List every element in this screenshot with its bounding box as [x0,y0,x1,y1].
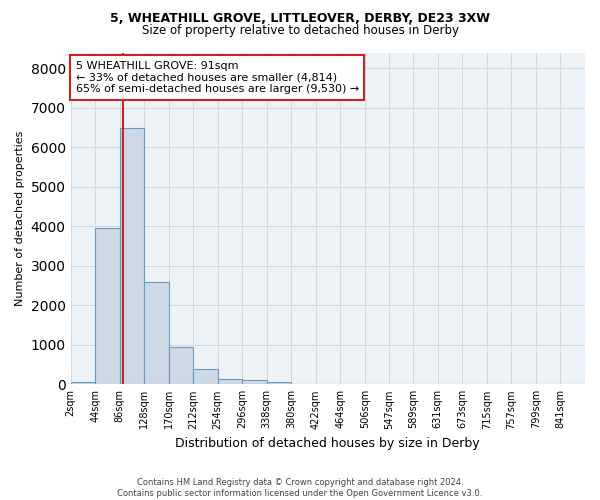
Text: 5 WHEATHILL GROVE: 91sqm
← 33% of detached houses are smaller (4,814)
65% of sem: 5 WHEATHILL GROVE: 91sqm ← 33% of detach… [76,61,359,94]
Bar [119,128,144,384]
Bar [95,228,119,384]
Bar [144,282,169,385]
Bar [71,382,95,384]
Bar [242,380,267,384]
Text: Contains HM Land Registry data © Crown copyright and database right 2024.
Contai: Contains HM Land Registry data © Crown c… [118,478,482,498]
Bar [218,379,242,384]
Bar [169,347,193,385]
Bar [267,382,291,384]
X-axis label: Distribution of detached houses by size in Derby: Distribution of detached houses by size … [175,437,480,450]
Bar [193,370,218,384]
Text: 5, WHEATHILL GROVE, LITTLEOVER, DERBY, DE23 3XW: 5, WHEATHILL GROVE, LITTLEOVER, DERBY, D… [110,12,490,26]
Y-axis label: Number of detached properties: Number of detached properties [15,130,25,306]
Text: Size of property relative to detached houses in Derby: Size of property relative to detached ho… [142,24,458,37]
